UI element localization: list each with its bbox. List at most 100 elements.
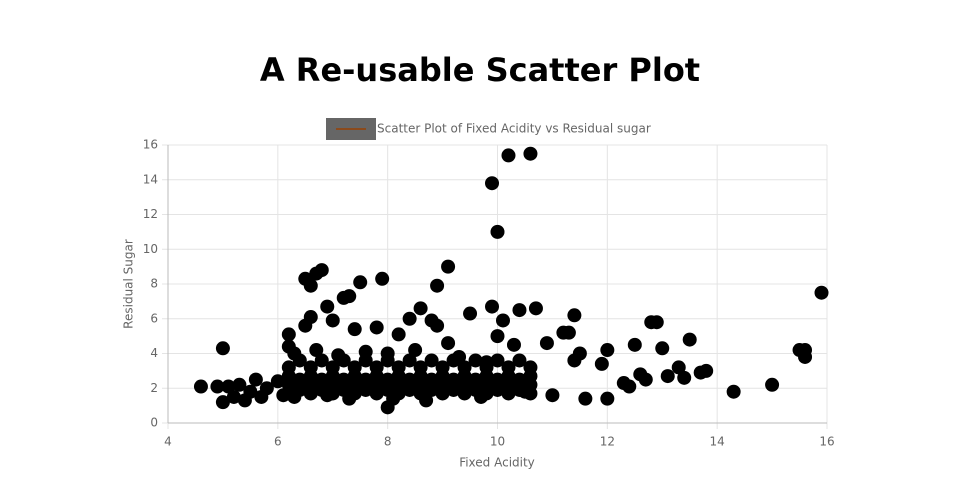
- point: [539, 336, 554, 351]
- point: [325, 360, 340, 375]
- point: [413, 301, 428, 316]
- point: [430, 278, 445, 293]
- point: [303, 278, 318, 293]
- point: [452, 349, 467, 364]
- point: [495, 313, 510, 328]
- point: [336, 372, 351, 387]
- point: [375, 271, 390, 286]
- point: [248, 372, 263, 387]
- point: [336, 382, 351, 397]
- point: [501, 360, 516, 375]
- point: [270, 374, 285, 389]
- point: [677, 370, 692, 385]
- point: [331, 348, 346, 363]
- point: [528, 301, 543, 316]
- point: [490, 329, 505, 344]
- point: [523, 360, 538, 375]
- point: [358, 344, 373, 359]
- point: [303, 360, 318, 375]
- point: [215, 395, 230, 410]
- point: [441, 259, 456, 274]
- point: [726, 384, 741, 399]
- x-tick-label: 8: [384, 435, 392, 449]
- point: [671, 360, 686, 375]
- point: [457, 360, 472, 375]
- point: [232, 377, 247, 392]
- point: [380, 346, 395, 361]
- point: [655, 341, 670, 356]
- point: [814, 285, 829, 300]
- x-axis-label: Fixed Acidity: [459, 456, 535, 470]
- point: [561, 325, 576, 340]
- point: [627, 337, 642, 352]
- point: [485, 176, 500, 191]
- point: [468, 353, 483, 368]
- point: [600, 343, 615, 358]
- point: [638, 372, 653, 387]
- x-tick-label: 16: [819, 435, 834, 449]
- point: [435, 360, 450, 375]
- x-tick-label: 14: [710, 435, 725, 449]
- point: [578, 391, 593, 406]
- point: [765, 377, 780, 392]
- point: [391, 327, 406, 342]
- point: [512, 353, 527, 368]
- point: [594, 356, 609, 371]
- point: [424, 353, 439, 368]
- point: [287, 346, 302, 361]
- point: [402, 353, 417, 368]
- point: [303, 310, 318, 325]
- point: [545, 388, 560, 403]
- point: [380, 372, 395, 387]
- point: [314, 382, 329, 397]
- point: [622, 379, 637, 394]
- point: [369, 320, 384, 335]
- point: [210, 379, 225, 394]
- point: [490, 372, 505, 387]
- point: [402, 372, 417, 387]
- y-tick-label: 12: [143, 207, 158, 221]
- point: [501, 148, 516, 163]
- point: [660, 369, 675, 384]
- point: [424, 382, 439, 397]
- point: [347, 360, 362, 375]
- point: [424, 372, 439, 387]
- x-tick-label: 4: [164, 435, 172, 449]
- point: [353, 275, 368, 290]
- y-tick-label: 0: [150, 416, 158, 430]
- point: [413, 360, 428, 375]
- point: [380, 382, 395, 397]
- point: [320, 299, 335, 314]
- point: [600, 391, 615, 406]
- y-tick-label: 4: [150, 346, 158, 360]
- point: [369, 360, 384, 375]
- point: [682, 332, 697, 347]
- point: [325, 313, 340, 328]
- point: [572, 346, 587, 361]
- point: [391, 360, 406, 375]
- x-tick-label: 12: [600, 435, 615, 449]
- point: [649, 315, 664, 330]
- y-tick-label: 2: [150, 381, 158, 395]
- x-tick-label: 6: [274, 435, 282, 449]
- point: [254, 389, 269, 404]
- legend-label[interactable]: Scatter Plot of Fixed Acidity vs Residua…: [377, 122, 651, 136]
- point: [347, 322, 362, 337]
- y-axis-label: Residual Sugar: [122, 239, 136, 329]
- point: [693, 365, 708, 380]
- point: [490, 224, 505, 239]
- point: [314, 263, 329, 278]
- point: [485, 299, 500, 314]
- point: [342, 289, 357, 304]
- point: [314, 372, 329, 387]
- point: [402, 311, 417, 326]
- point: [430, 318, 445, 333]
- point: [523, 146, 538, 161]
- point: [281, 360, 296, 375]
- x-tick-label: 10: [490, 435, 505, 449]
- point: [512, 382, 527, 397]
- point: [479, 355, 494, 370]
- point: [358, 372, 373, 387]
- point: [408, 343, 423, 358]
- point: [512, 372, 527, 387]
